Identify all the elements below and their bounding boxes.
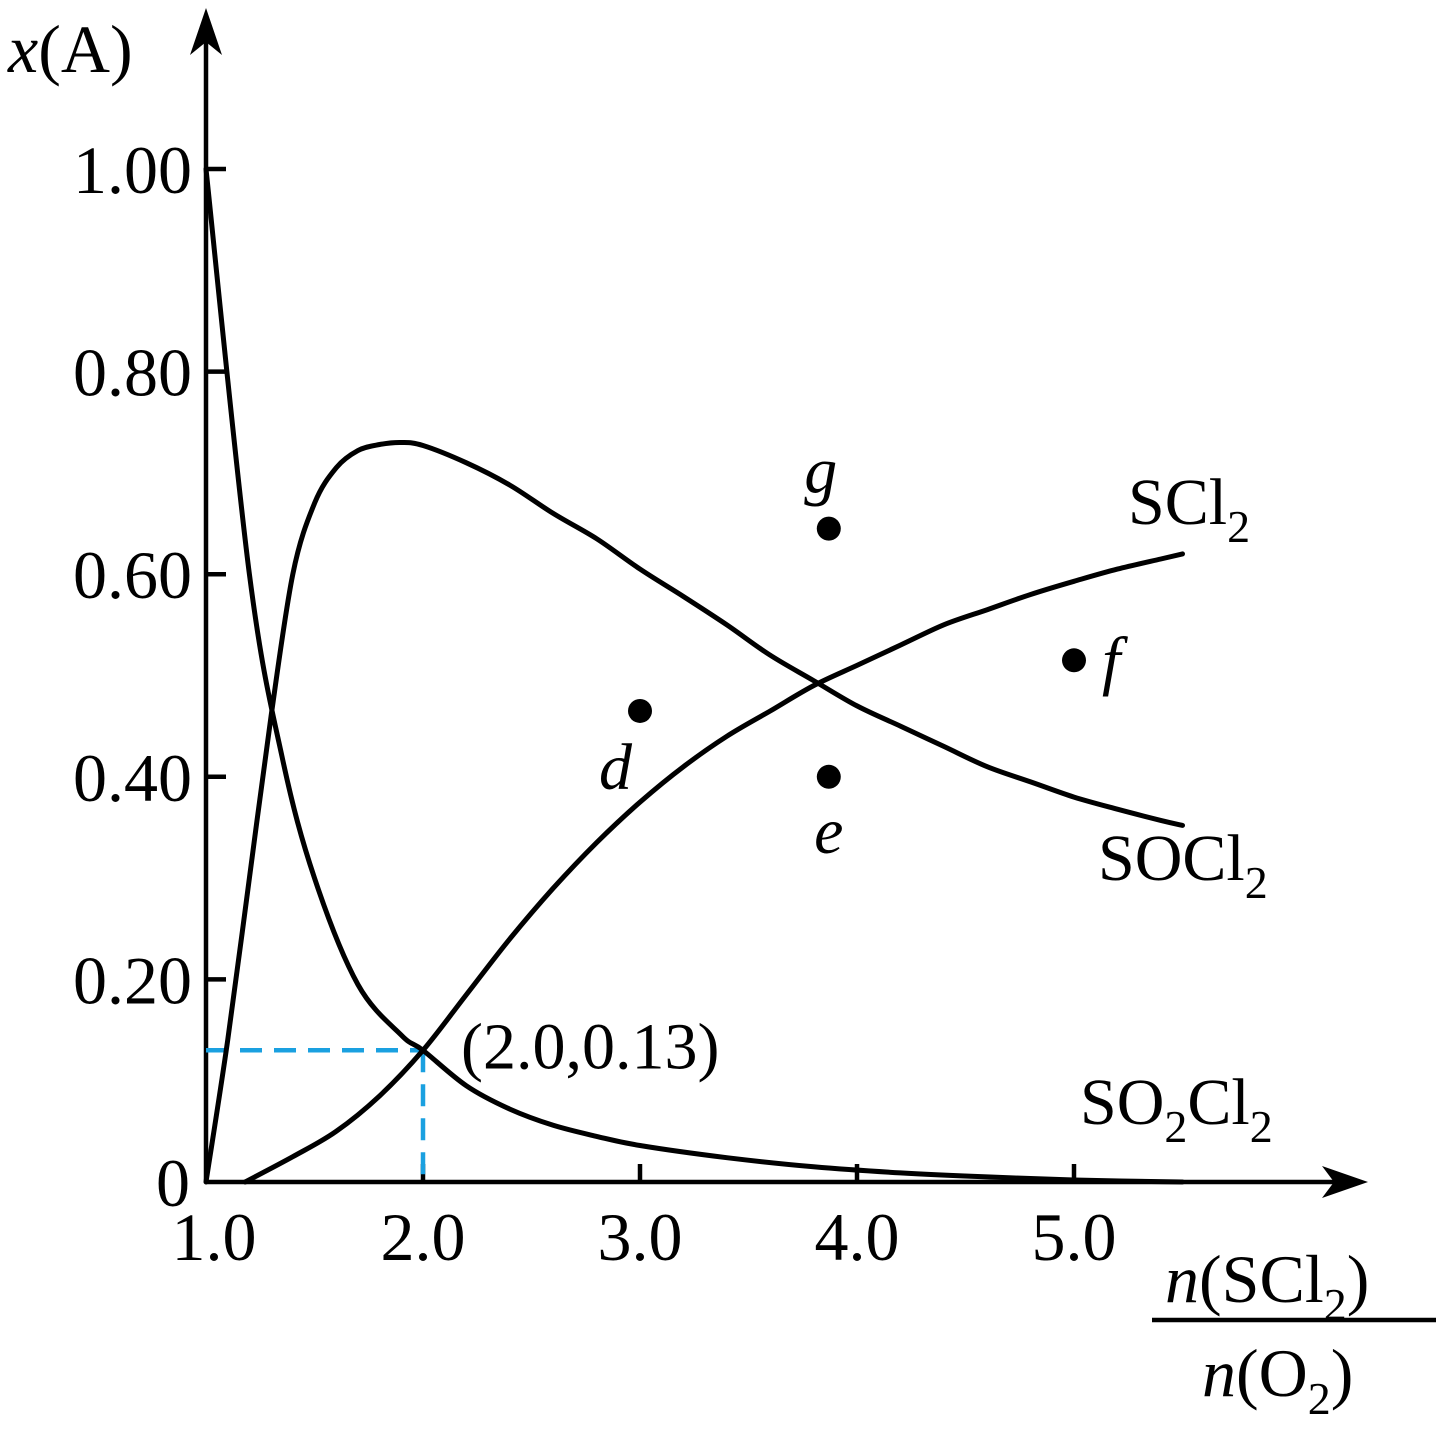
x-tick-label: 2.0 xyxy=(381,1199,466,1275)
x-tick-label: 1.0 xyxy=(172,1199,257,1275)
y-tick-label: 0.20 xyxy=(73,942,192,1018)
point-d xyxy=(628,698,652,723)
point-label-f: f xyxy=(1102,624,1128,697)
ticks: 1.0 2.0 3.0 4.0 5.0 0 0.20 0.40 0.60 0.80 1.00 xyxy=(73,132,1117,1275)
x-axis-label-numerator: n(SCl2) xyxy=(1165,1241,1369,1330)
y-tick-label: 0.80 xyxy=(73,335,192,411)
series-line-scl2 xyxy=(242,551,1185,1185)
curves: SCl2 SOCl2 SO2Cl2 xyxy=(203,166,1273,1185)
series-label-so2cl2: SO2Cl2 xyxy=(1080,1066,1273,1152)
series-label-scl2: SCl2 xyxy=(1128,466,1250,552)
points: d e f g xyxy=(599,435,1128,868)
point-g xyxy=(816,516,841,541)
series-line-socl2 xyxy=(203,439,1185,1185)
axes xyxy=(190,8,1368,1198)
point-label-d: d xyxy=(599,731,633,804)
y-tick-label: 0.60 xyxy=(73,537,192,613)
x-axis-label-denominator: n(O2) xyxy=(1202,1335,1353,1424)
guides: (2.0,0.13) xyxy=(206,1010,719,1182)
point-label-e: e xyxy=(814,795,843,868)
point-label-g: g xyxy=(804,435,837,508)
x-tick-label: 4.0 xyxy=(815,1199,900,1275)
series-label-socl2: SOCl2 xyxy=(1098,822,1268,908)
x-tick-label: 3.0 xyxy=(598,1199,683,1275)
point-e xyxy=(816,764,841,789)
y-axis-label: x(A) xyxy=(7,11,133,87)
y-tick-label: 0.40 xyxy=(73,740,192,816)
y-axis-arrow-icon xyxy=(190,8,222,55)
annotation-label: (2.0,0.13) xyxy=(461,1010,719,1083)
y-tick-label: 1.00 xyxy=(73,132,192,208)
y-tick-label: 0 xyxy=(156,1145,190,1221)
x-tick-label: 5.0 xyxy=(1032,1199,1117,1275)
labels: x(A) n(SCl2) n(O2) xyxy=(7,11,1436,1424)
point-f xyxy=(1062,648,1086,673)
series-line-so2cl2 xyxy=(203,166,1185,1185)
x-axis-arrow-icon xyxy=(1322,1166,1368,1198)
